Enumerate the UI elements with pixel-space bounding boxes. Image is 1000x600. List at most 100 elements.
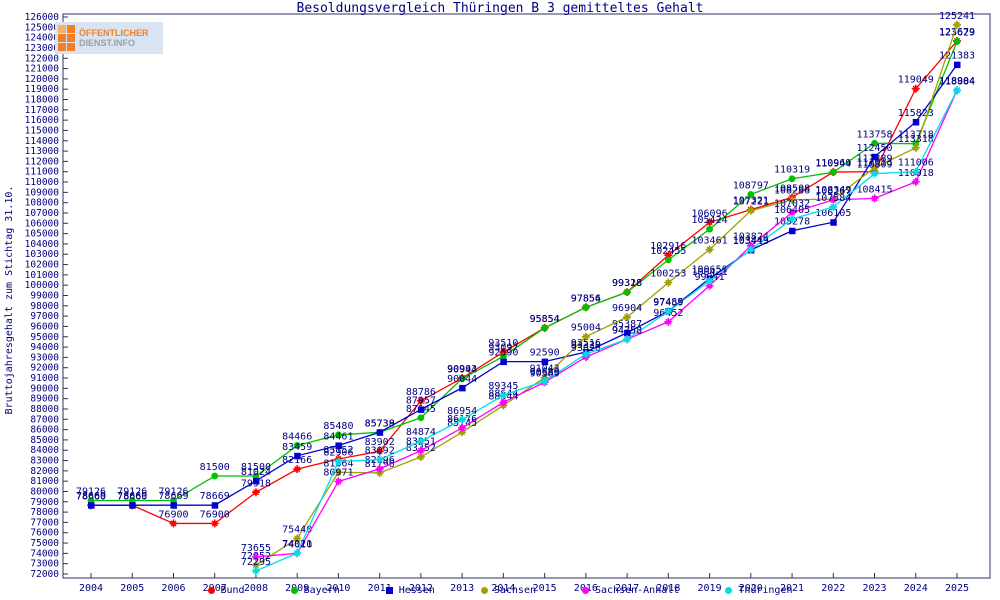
svg-text:103449: 103449 [733, 236, 769, 247]
svg-text:93026: 93026 [571, 343, 601, 354]
svg-text:125000: 125000 [25, 22, 60, 33]
svg-text:109000: 109000 [25, 187, 60, 198]
svg-text:86000: 86000 [30, 425, 59, 436]
svg-text:90689: 90689 [530, 367, 560, 378]
svg-text:2020: 2020 [739, 583, 763, 594]
svg-text:107584: 107584 [815, 193, 851, 204]
svg-text:126000: 126000 [25, 12, 60, 23]
legend-item-thueringen: Thüringen [725, 585, 792, 596]
legend-item-hessen: Hessen [385, 585, 435, 596]
svg-text:111000: 111000 [25, 167, 60, 178]
svg-text:108286: 108286 [774, 186, 810, 197]
svg-text:76900: 76900 [200, 509, 230, 520]
svg-text:103000: 103000 [25, 249, 60, 260]
svg-text:99318: 99318 [612, 278, 642, 289]
svg-text:79126: 79126 [117, 486, 147, 497]
svg-text:90944: 90944 [447, 365, 477, 376]
svg-text:88786: 88786 [406, 387, 436, 398]
svg-text:73655: 73655 [241, 543, 271, 554]
legend-item-sachsen-anhalt: Sachsen-Anhalt [582, 585, 679, 596]
svg-text:92590: 92590 [530, 348, 560, 359]
logo-text: ÖFFENTLICHER DIENST.INFO [79, 28, 149, 48]
svg-text:107032: 107032 [774, 199, 810, 210]
svg-text:78669: 78669 [200, 491, 230, 502]
svg-text:79000: 79000 [30, 497, 59, 508]
svg-text:108349: 108349 [815, 185, 851, 196]
svg-text:2024: 2024 [904, 583, 928, 594]
svg-text:115000: 115000 [25, 125, 60, 136]
svg-text:93000: 93000 [30, 352, 59, 363]
svg-text:119000: 119000 [25, 84, 60, 95]
svg-text:96904: 96904 [612, 303, 642, 314]
svg-text:2004: 2004 [79, 583, 103, 594]
legend-label: Sachsen [493, 585, 536, 596]
svg-text:102455: 102455 [650, 246, 686, 257]
svg-text:81796: 81796 [365, 459, 395, 470]
svg-text:83152: 83152 [323, 445, 353, 456]
svg-text:100650: 100650 [692, 264, 728, 275]
svg-text:105000: 105000 [25, 229, 60, 240]
svg-text:2022: 2022 [821, 583, 845, 594]
svg-text:95004: 95004 [571, 323, 601, 334]
svg-text:113718: 113718 [898, 130, 934, 141]
svg-text:108267: 108267 [815, 186, 851, 197]
svg-text:100421: 100421 [692, 267, 728, 278]
svg-text:111006: 111006 [898, 158, 934, 169]
svg-text:101000: 101000 [25, 270, 60, 281]
svg-text:123679: 123679 [939, 27, 975, 38]
svg-text:97856: 97856 [571, 293, 601, 304]
svg-text:110319: 110319 [774, 165, 810, 176]
svg-text:84874: 84874 [406, 427, 436, 438]
svg-text:2011: 2011 [368, 583, 392, 594]
svg-text:80971: 80971 [323, 467, 353, 478]
svg-text:118000: 118000 [25, 95, 60, 106]
svg-text:2015: 2015 [533, 583, 557, 594]
svg-text:93097: 93097 [488, 342, 518, 353]
svg-text:104000: 104000 [25, 239, 60, 250]
bund-marker-icon [207, 587, 215, 594]
svg-text:83902: 83902 [365, 437, 395, 448]
svg-text:82000: 82000 [30, 466, 59, 477]
svg-text:85739: 85739 [365, 418, 395, 429]
svg-text:87957: 87957 [406, 395, 436, 406]
svg-text:121383: 121383 [939, 51, 975, 62]
svg-text:2010: 2010 [326, 583, 350, 594]
svg-text:95854: 95854 [530, 314, 560, 325]
svg-text:2019: 2019 [698, 583, 722, 594]
svg-text:73000: 73000 [30, 559, 59, 570]
svg-text:103461: 103461 [692, 235, 728, 246]
svg-text:77000: 77000 [30, 517, 59, 528]
svg-text:110969: 110969 [815, 158, 851, 169]
sachsen-marker-icon [480, 587, 488, 594]
legend-label: Bund [220, 585, 245, 596]
svg-text:78660: 78660 [76, 491, 106, 502]
svg-text:92590: 92590 [488, 348, 518, 359]
svg-text:93516: 93516 [571, 338, 601, 349]
svg-text:84461: 84461 [323, 431, 353, 442]
svg-text:114000: 114000 [25, 136, 60, 147]
svg-text:97000: 97000 [30, 311, 59, 322]
svg-text:113758: 113758 [856, 129, 892, 140]
svg-text:2007: 2007 [203, 583, 227, 594]
oeffentlicher-dienst-logo: ÖFFENTLICHER DIENST.INFO [55, 22, 163, 54]
svg-text:95387: 95387 [612, 319, 642, 330]
svg-text:108797: 108797 [733, 180, 769, 191]
svg-text:76000: 76000 [30, 528, 59, 539]
svg-text:74021: 74021 [282, 539, 312, 550]
thueringen-marker-icon [725, 587, 733, 594]
svg-text:115823: 115823 [898, 108, 934, 119]
svg-text:123629: 123629 [939, 27, 975, 38]
svg-text:125241: 125241 [939, 11, 975, 22]
svg-text:93320: 93320 [571, 340, 601, 351]
legend-label: Thüringen [738, 585, 793, 596]
svg-text:85480: 85480 [323, 421, 353, 432]
chart-title: Besoldungsvergleich Thüringen B 3 gemitt… [296, 1, 704, 16]
svg-text:2008: 2008 [244, 583, 268, 594]
svg-text:111389: 111389 [856, 154, 892, 165]
svg-text:108508: 108508 [774, 183, 810, 194]
svg-text:113318: 113318 [898, 134, 934, 145]
svg-text:88000: 88000 [30, 404, 59, 415]
svg-text:108000: 108000 [25, 198, 60, 209]
svg-text:90044: 90044 [447, 374, 477, 385]
svg-text:82166: 82166 [282, 455, 312, 466]
